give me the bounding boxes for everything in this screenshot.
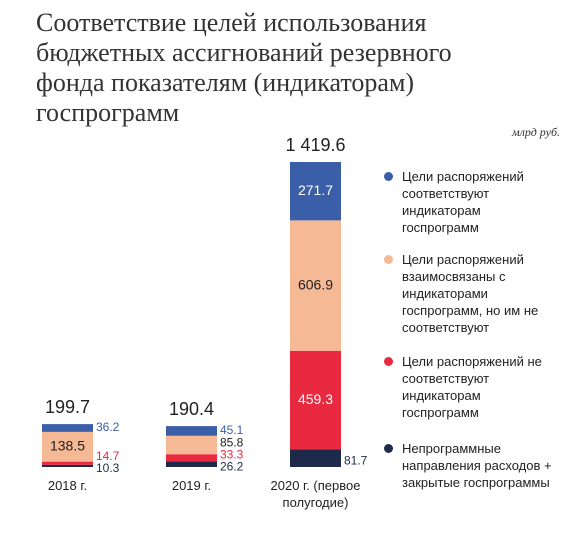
value-label: 271.7 [298,182,333,198]
bar-segment [290,350,341,450]
legend-marker [384,255,393,264]
chart-title: Соответствие целей использования бюджетн… [36,8,452,127]
bar-segment [42,431,93,462]
bar-segment [166,461,217,467]
value-label: 85.8 [220,435,244,449]
value-label: 45.1 [220,423,244,437]
legend-entry: Цели распоряжений соответствуют индикато… [402,169,524,235]
bar-segment [42,461,93,465]
total-label: 199.7 [45,397,90,417]
bar-segment [42,424,93,432]
bar-segment [290,162,341,221]
value-label: 26.2 [220,459,244,473]
value-label: 138.5 [50,437,85,453]
unit-label: млрд руб. [511,125,560,139]
bar-segment [290,449,341,467]
bar-segment [166,435,217,455]
legend-marker [384,357,393,366]
bar-segment [42,464,93,467]
bar-segment [166,454,217,462]
legend-entry: Непрограммные направления расходов + зак… [402,441,552,490]
bar-segment [166,426,217,436]
total-label: 190.4 [169,399,214,419]
value-label: 14.7 [96,449,120,463]
legend-marker [384,172,393,181]
value-label: 606.9 [298,276,333,292]
value-label: 459.3 [298,391,333,407]
legend-entry: Цели распоряжений взаимосвязаны с индика… [402,252,539,335]
x-tick-label: 2019 г. [171,478,212,493]
x-tick-label: 2018 г. [47,478,88,493]
bar-segment [290,220,341,351]
value-label: 33.3 [220,447,244,461]
value-label: 36.2 [96,420,120,434]
x-tick-label: 2020 г. (первое полугодие) [270,478,361,510]
value-label: 10.3 [96,461,120,475]
legend-marker [384,444,393,453]
total-label: 1 419.6 [285,135,345,155]
legend-entry: Цели распоряжений не соответствуют индик… [402,354,542,420]
value-label: 81.7 [344,453,368,467]
